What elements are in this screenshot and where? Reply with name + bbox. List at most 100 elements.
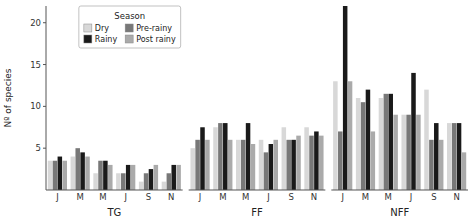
bar (291, 140, 296, 190)
x-tick-label: N (168, 192, 174, 202)
bar (205, 140, 210, 190)
bar (371, 131, 376, 190)
bar (416, 115, 421, 190)
x-tick-label: M (242, 192, 249, 202)
x-axis (331, 190, 468, 191)
bar (273, 140, 278, 190)
bar (304, 127, 309, 190)
bar (62, 161, 67, 190)
y-tick-label: 10 (30, 101, 41, 111)
bar (190, 148, 195, 190)
x-tick-label: J (198, 192, 202, 202)
bar (361, 102, 366, 190)
bar (366, 90, 371, 190)
bar (80, 152, 85, 190)
bar (108, 165, 113, 190)
panel: JMMJSN5101520TGNº of speciesSeasonDryPre… (3, 6, 183, 218)
bar (58, 157, 63, 190)
bar (167, 173, 172, 190)
bar (462, 152, 467, 190)
x-tick-label: M (385, 192, 392, 202)
bar (296, 136, 301, 190)
legend-frame (79, 6, 181, 48)
bar (384, 94, 389, 190)
bar (388, 94, 393, 190)
bar (411, 73, 416, 190)
bar (251, 144, 256, 190)
bar (154, 165, 159, 190)
bar (121, 173, 126, 190)
x-label: FF (251, 207, 263, 218)
bar (71, 157, 76, 190)
bar (246, 123, 251, 190)
bar (139, 182, 144, 190)
x-label: TG (106, 207, 121, 218)
x-tick-label: J (340, 192, 344, 202)
bar (213, 127, 218, 190)
bar (236, 140, 241, 190)
bar (162, 182, 167, 190)
panel: JMMJSNFF (189, 123, 326, 218)
y-tick (43, 148, 46, 149)
x-axis (46, 190, 183, 191)
y-tick (43, 64, 46, 65)
bar (314, 131, 319, 190)
bar (269, 144, 274, 190)
x-tick-label: S (431, 192, 436, 202)
bar (85, 157, 90, 190)
panel: JMMJSNNFF (331, 6, 468, 218)
bar (338, 131, 343, 190)
bar (93, 173, 98, 190)
bar (379, 98, 384, 190)
bar (429, 140, 434, 190)
x-tick-label: J (266, 192, 270, 202)
legend-label: Dry (95, 24, 109, 33)
bar (401, 115, 406, 190)
bar (424, 90, 429, 190)
bar (286, 140, 291, 190)
bars (48, 148, 181, 190)
bar (103, 161, 108, 190)
legend-label: Rainy (95, 35, 118, 44)
x-axis (189, 190, 326, 191)
bar (241, 140, 246, 190)
legend-swatch (84, 24, 92, 32)
bar (176, 165, 181, 190)
bar (126, 165, 131, 190)
bar (223, 123, 228, 190)
bar (228, 140, 233, 190)
bar (406, 115, 411, 190)
bar (447, 123, 452, 190)
bar (98, 161, 103, 190)
y-tick-label: 15 (30, 60, 41, 70)
legend-label: Pre-rainy (136, 24, 172, 33)
legend-title: Season (114, 11, 145, 21)
bar (393, 115, 398, 190)
bar (439, 140, 444, 190)
bar (195, 140, 200, 190)
bar (171, 165, 176, 190)
bar (75, 148, 80, 190)
x-tick-label: M (76, 192, 83, 202)
bar (356, 98, 361, 190)
x-tick-label: M (219, 192, 226, 202)
legend-swatch (125, 35, 133, 43)
bar (348, 81, 353, 190)
bar (48, 161, 53, 190)
bars (333, 6, 466, 190)
bar (53, 161, 58, 190)
x-label: NFF (390, 207, 409, 218)
bar (131, 165, 136, 190)
bar (333, 81, 338, 190)
legend-swatch (125, 24, 133, 32)
bar (457, 123, 462, 190)
legend-swatch (84, 35, 92, 43)
x-tick-label: J (123, 192, 127, 202)
bar (319, 136, 324, 190)
x-tick-label: J (409, 192, 413, 202)
bar (116, 173, 121, 190)
bar (264, 152, 269, 190)
legend: SeasonDryPre-rainyRainyPost rainy (79, 6, 181, 48)
bar (259, 140, 264, 190)
bar (343, 6, 348, 190)
